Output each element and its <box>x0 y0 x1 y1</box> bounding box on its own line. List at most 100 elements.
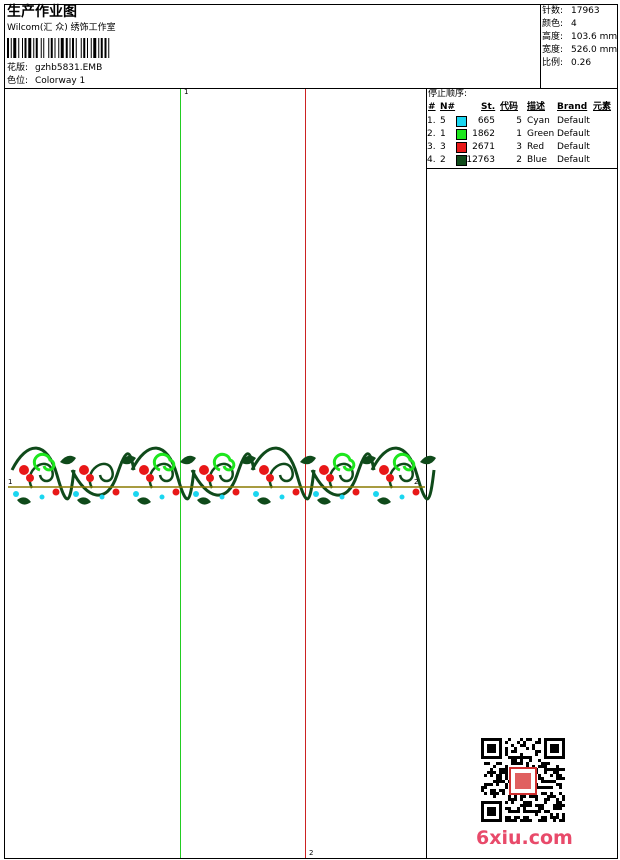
border <box>4 4 5 859</box>
berry <box>386 474 394 482</box>
stat-label: 高度: <box>542 32 564 42</box>
qr-cell <box>535 753 538 756</box>
stitches: 1862 <box>472 129 495 139</box>
qr-cell <box>523 807 526 810</box>
qr-cell <box>511 762 514 765</box>
qr-finder <box>481 738 502 759</box>
row-index: 2. <box>427 129 436 139</box>
qr-cell <box>493 765 496 768</box>
qr-cell <box>484 786 487 789</box>
title: 生产作业图 <box>7 4 77 20</box>
watermark: 6xiu.com <box>476 827 573 849</box>
qr-cell <box>529 795 532 798</box>
barcode-bar <box>33 38 35 58</box>
qr-cell <box>550 786 553 789</box>
qr-cell <box>556 768 559 771</box>
qr-cell <box>520 738 523 741</box>
dot <box>99 494 105 500</box>
dot <box>13 491 19 497</box>
qr-logo <box>509 767 537 795</box>
qr-cell <box>556 774 559 777</box>
qr-cell <box>535 804 538 807</box>
qr-cell <box>520 804 523 807</box>
qr-cell <box>538 819 541 822</box>
qr-cell <box>526 801 529 804</box>
qr-cell <box>529 738 532 741</box>
qr-cell <box>496 783 499 786</box>
divider <box>4 88 618 89</box>
qr-cell <box>541 762 544 765</box>
leaf <box>77 497 91 505</box>
qr-cell <box>514 798 517 801</box>
barcode-bar <box>65 38 68 58</box>
qr-cell <box>529 819 532 822</box>
qr-cell <box>505 816 508 819</box>
qr-cell <box>517 756 520 759</box>
leaf <box>300 455 316 465</box>
qr-cell <box>556 807 559 810</box>
qr-cell <box>502 789 505 792</box>
barcode-bar <box>83 38 86 58</box>
qr-cell <box>550 792 553 795</box>
qr-cell <box>502 780 505 783</box>
qr-cell <box>559 786 562 789</box>
qr-cell <box>514 759 517 762</box>
qr-cell <box>514 750 517 753</box>
qr-cell <box>544 816 547 819</box>
qr-cell <box>535 798 538 801</box>
barcode-bar <box>43 38 45 58</box>
code: 3 <box>516 142 522 152</box>
berry <box>199 465 209 475</box>
qr-cell <box>508 807 511 810</box>
qr-cell <box>520 795 523 798</box>
qr-cell <box>532 810 535 813</box>
barcode-bar <box>93 38 97 58</box>
column-header: N# <box>440 102 456 112</box>
qr-cell <box>541 807 544 810</box>
qr-finder <box>481 801 502 822</box>
qr-cell <box>496 777 499 780</box>
qr-cell <box>520 744 523 747</box>
qr-cell <box>556 798 559 801</box>
guide-label: 1 <box>8 478 13 486</box>
studio: Wilcom(汇 众) 绣饰工作室 <box>7 23 116 33</box>
qr-cell <box>505 783 508 786</box>
qr-cell <box>523 741 526 744</box>
qr-cell <box>493 792 496 795</box>
qr-cell <box>538 765 541 768</box>
qr-cell <box>523 816 526 819</box>
qr-cell <box>544 801 547 804</box>
border <box>4 858 618 859</box>
berry <box>326 474 334 482</box>
qr-cell <box>490 783 493 786</box>
divider <box>426 88 427 858</box>
qr-cell <box>562 768 565 771</box>
qr-cell <box>502 771 505 774</box>
qr-cell <box>493 780 496 783</box>
qr-cell <box>523 801 526 804</box>
qr-cell <box>487 783 490 786</box>
qr-cell <box>559 768 562 771</box>
column-header: Brand <box>557 102 588 112</box>
qr-cell <box>517 816 520 819</box>
qr-cell <box>544 792 547 795</box>
barcode-bar <box>18 38 20 58</box>
qr-cell <box>547 762 550 765</box>
barcode-bar <box>50 38 53 58</box>
leaf <box>197 497 211 505</box>
qr-cell <box>538 774 541 777</box>
qr-cell <box>556 804 559 807</box>
qr-cell <box>520 756 523 759</box>
qr-cell <box>520 759 523 762</box>
stop-title: 停止顺序: <box>428 89 468 99</box>
qr-cell <box>544 765 547 768</box>
stitches: 12763 <box>466 155 495 165</box>
qr-cell <box>538 804 541 807</box>
qr-cell <box>505 774 508 777</box>
qr-cell <box>553 795 556 798</box>
qr-cell <box>556 771 559 774</box>
qr-cell <box>556 765 559 768</box>
qr-cell <box>499 774 502 777</box>
qr-cell <box>529 801 532 804</box>
